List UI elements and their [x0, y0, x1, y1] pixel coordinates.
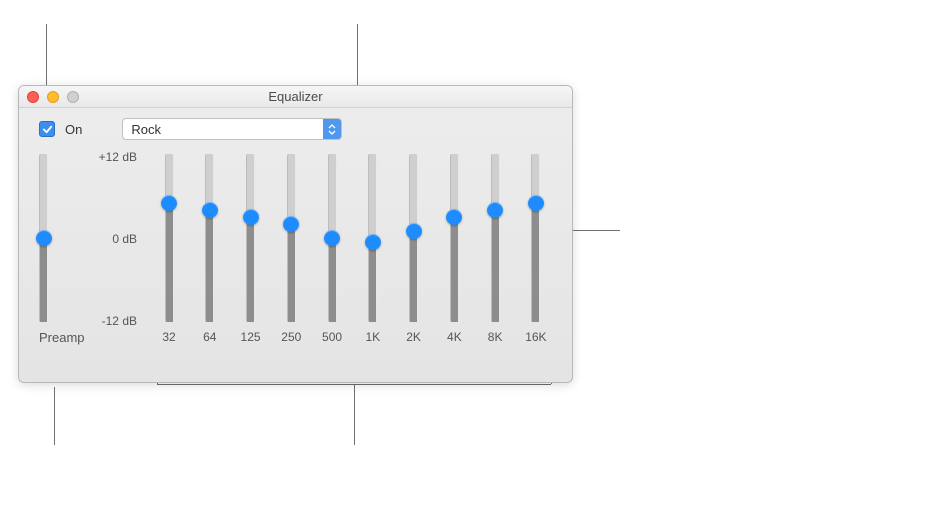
band-slider-knob[interactable] — [324, 230, 340, 246]
db-min-label: -12 dB — [102, 314, 137, 328]
band-slider-fill — [492, 210, 499, 322]
on-label: On — [65, 122, 82, 137]
db-mid-label: 0 dB — [112, 232, 137, 246]
preset-select[interactable]: Rock — [122, 118, 342, 140]
band-slider-knob[interactable] — [406, 223, 422, 239]
band-slider-250[interactable] — [287, 154, 296, 322]
band-2k: 2K — [398, 154, 430, 344]
band-500: 500 — [316, 154, 348, 344]
band-freq-label: 500 — [322, 330, 342, 344]
band-freq-label: 8K — [488, 330, 503, 344]
band-freq-label: 125 — [241, 330, 261, 344]
band-freq-label: 64 — [203, 330, 216, 344]
band-slider-2k[interactable] — [409, 154, 418, 322]
eq-area: +12 dB 0 dB -12 dB Preamp 32 64 125 250 500 1… — [19, 146, 572, 376]
band-freq-label: 16K — [525, 330, 546, 344]
bands-block: 32 64 125 250 500 1K 2K 4K 8K 16K — [153, 154, 552, 344]
band-freq-label: 4K — [447, 330, 462, 344]
controls-row: On Rock — [19, 108, 572, 146]
band-slider-4k[interactable] — [450, 154, 459, 322]
band-freq-label: 2K — [406, 330, 421, 344]
band-250: 250 — [275, 154, 307, 344]
band-slider-16k[interactable] — [531, 154, 540, 322]
preamp-label: Preamp — [39, 330, 75, 345]
band-slider-32[interactable] — [165, 154, 174, 322]
band-8k: 8K — [479, 154, 511, 344]
updown-icon — [323, 119, 341, 139]
db-scale: +12 dB 0 dB -12 dB — [83, 154, 137, 324]
band-slider-knob[interactable] — [283, 216, 299, 232]
minimize-icon[interactable] — [47, 91, 59, 103]
band-slider-fill — [532, 203, 539, 322]
band-slider-125[interactable] — [246, 154, 255, 322]
band-slider-knob[interactable] — [528, 195, 544, 211]
band-slider-fill — [329, 238, 336, 322]
traffic-lights — [27, 91, 79, 103]
band-1k: 1K — [357, 154, 389, 344]
band-slider-fill — [410, 231, 417, 322]
band-4k: 4K — [438, 154, 470, 344]
equalizer-window: Equalizer On Rock +12 dB 0 dB -12 dB — [18, 85, 573, 383]
preamp-slider-knob[interactable] — [36, 230, 52, 246]
band-slider-knob[interactable] — [202, 202, 218, 218]
checkmark-icon — [42, 124, 53, 135]
band-slider-fill — [247, 217, 254, 322]
on-checkbox[interactable] — [39, 121, 55, 137]
band-freq-label: 250 — [281, 330, 301, 344]
window-title: Equalizer — [268, 89, 322, 104]
band-slider-knob[interactable] — [446, 209, 462, 225]
band-slider-knob[interactable] — [243, 209, 259, 225]
zoom-icon[interactable] — [67, 91, 79, 103]
titlebar: Equalizer — [19, 86, 572, 108]
bands-bracket-stem — [354, 384, 355, 445]
band-slider-1k[interactable] — [368, 154, 377, 322]
db-max-label: +12 dB — [99, 150, 137, 164]
band-64: 64 — [194, 154, 226, 344]
band-slider-fill — [206, 210, 213, 322]
band-freq-label: 1K — [365, 330, 380, 344]
band-freq-label: 32 — [162, 330, 175, 344]
band-125: 125 — [235, 154, 267, 344]
band-slider-fill — [369, 242, 376, 323]
preamp-slider[interactable] — [39, 154, 48, 322]
preamp-slider-fill — [40, 238, 47, 322]
band-slider-knob[interactable] — [161, 195, 177, 211]
band-32: 32 — [153, 154, 185, 344]
band-slider-fill — [166, 203, 173, 322]
close-icon[interactable] — [27, 91, 39, 103]
band-slider-fill — [288, 224, 295, 322]
preamp-block: Preamp — [39, 154, 75, 345]
band-slider-64[interactable] — [205, 154, 214, 322]
band-slider-knob[interactable] — [365, 234, 381, 250]
band-slider-8k[interactable] — [491, 154, 500, 322]
preamp-callout — [54, 387, 55, 445]
band-16k: 16K — [520, 154, 552, 344]
band-slider-fill — [451, 217, 458, 322]
band-slider-500[interactable] — [328, 154, 337, 322]
preset-selected-value: Rock — [131, 122, 161, 137]
band-slider-knob[interactable] — [487, 202, 503, 218]
